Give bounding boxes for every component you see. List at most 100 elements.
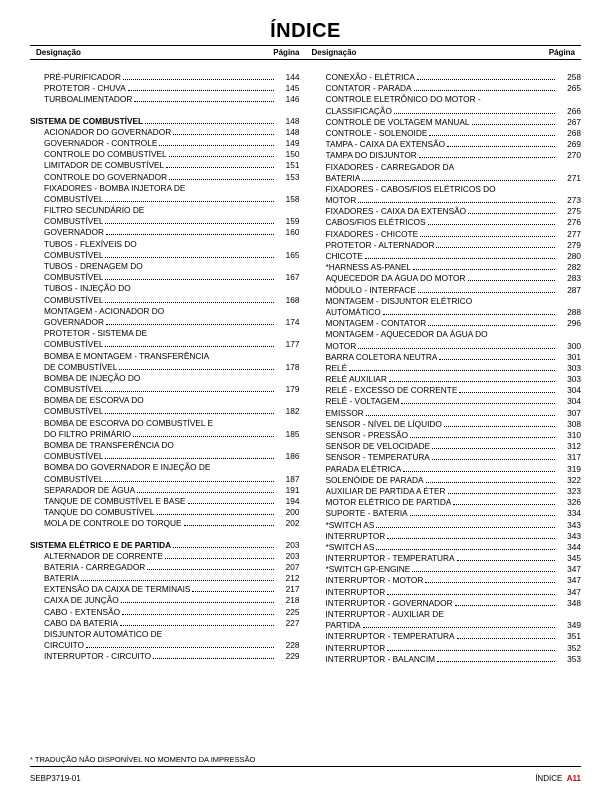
dot-leader: [105, 252, 273, 258]
toc-label: BOMBA DE TRANSFERÊNCIA DO: [44, 440, 174, 451]
mid-rule: [30, 59, 581, 60]
dot-leader: [457, 633, 555, 639]
footer-left: SEBP3719-01: [30, 774, 81, 783]
toc-page: 150: [276, 149, 300, 160]
toc-label: CHICOTE: [326, 251, 363, 262]
toc-page: 186: [276, 451, 300, 462]
toc-label: MONTAGEM - ACIONADOR DO: [44, 306, 164, 317]
toc-entry: MOTOR 300: [312, 341, 582, 352]
toc-entry: BOMBA DE ESCORVA DO COMBUSTÍVEL E: [30, 418, 300, 429]
toc-entry: FIXADORES - CARREGADOR DA: [312, 162, 582, 173]
toc-entry: INTERRUPTOR - TEMPERATURA351: [312, 631, 582, 642]
toc-entry: TANQUE DO COMBUSTÍVEL200: [30, 507, 300, 518]
dot-leader: [184, 520, 274, 526]
toc-label: ACIONADOR DO GOVERNADOR: [44, 127, 171, 138]
dot-leader: [429, 130, 555, 136]
toc-page: 145: [276, 83, 300, 94]
toc-entry: BATERIA271: [312, 173, 582, 184]
toc-label: FILTRO SECUNDÁRIO DE: [44, 205, 144, 216]
toc-label: COMBUSTÍVEL: [44, 295, 103, 306]
toc-label: PROTETOR - SISTEMA DE: [44, 328, 147, 339]
toc-label: COMBUSTÍVEL: [44, 216, 103, 227]
dot-leader: [439, 354, 555, 360]
toc-label: FIXADORES - CARREGADOR DA: [326, 162, 455, 173]
toc-page: 300: [557, 341, 581, 352]
toc-page: 202: [276, 518, 300, 529]
toc-page: 266: [557, 106, 581, 117]
toc-entry: RELÉ AUXILIAR303: [312, 374, 582, 385]
toc-entry: EMISSOR307: [312, 408, 582, 419]
toc-page: 352: [557, 643, 581, 654]
toc-label: TUBOS - FLEXÍVEIS DO: [44, 239, 137, 250]
toc-entry: CAIXA DE JUNÇÃO218: [30, 595, 300, 606]
header-page-right: Página: [549, 48, 575, 57]
toc-page: 287: [557, 285, 581, 296]
toc-entry: BOMBA DE INJEÇÃO DO: [30, 373, 300, 384]
toc-entry: TAMPA - CAIXA DA EXTENSÃO269: [312, 139, 582, 150]
dot-leader: [123, 74, 274, 80]
toc-page: 347: [557, 587, 581, 598]
dot-leader: [419, 152, 555, 158]
dot-leader: [192, 586, 273, 592]
toc-page: 319: [557, 464, 581, 475]
toc-page: 276: [557, 217, 581, 228]
toc-page: 307: [557, 408, 581, 419]
toc-label: BOMBA DE INJEÇÃO DO: [44, 373, 140, 384]
toc-entry: COMBUSTÍVEL158: [30, 194, 300, 205]
toc-entry: INTERRUPTOR - GOVERNADOR348: [312, 598, 582, 609]
toc-page: 282: [557, 262, 581, 273]
dot-leader: [413, 264, 555, 270]
toc-page: 304: [557, 385, 581, 396]
dot-leader: [157, 509, 274, 515]
dot-leader: [410, 510, 555, 516]
toc-page: 344: [557, 542, 581, 553]
toc-page: 227: [276, 618, 300, 629]
dot-leader: [106, 229, 274, 235]
toc-page: 148: [276, 116, 300, 127]
dot-leader: [122, 609, 273, 615]
toc-entry: GOVERNADOR - CONTROLE149: [30, 138, 300, 149]
dot-leader: [444, 421, 555, 427]
dot-leader: [437, 656, 555, 662]
toc-label: MOTOR: [326, 341, 357, 352]
toc-entry: DO FILTRO PRIMÁRIO185: [30, 429, 300, 440]
toc-page: 275: [557, 206, 581, 217]
toc-label: BARRA COLETORA NEUTRA: [326, 352, 438, 363]
toc-entry: ACIONADOR DO GOVERNADOR148: [30, 127, 300, 138]
toc-entry: *SWITCH AS344: [312, 542, 582, 553]
toc-entry: MONTAGEM - AQUECEDOR DA ÁGUA DO: [312, 329, 582, 340]
toc-entry: CONTROLE - SOLENOIDE268: [312, 128, 582, 139]
toc-page: 279: [557, 240, 581, 251]
toc-label: CLASSIFICAÇÃO: [326, 106, 392, 117]
toc-entry: PARTIDA349: [312, 620, 582, 631]
toc-entry: INTERRUPTOR352: [312, 643, 582, 654]
toc-entry: TUBOS - INJEÇÃO DO: [30, 283, 300, 294]
toc-label: FIXADORES - BOMBA INJETORA DE: [44, 183, 185, 194]
toc-label: MOTOR: [326, 195, 357, 206]
blank-row: [312, 62, 582, 72]
toc-entry: CLASSIFICAÇÃO 266: [312, 106, 582, 117]
toc-label: MONTAGEM - CONTATOR: [326, 318, 427, 329]
toc-label: TAMPA - CAIXA DA EXTENSÃO: [326, 139, 446, 150]
toc-entry: COMBUSTÍVEL177: [30, 339, 300, 350]
toc-entry: CONTROLE DO COMBUSTÍVEL150: [30, 149, 300, 160]
dot-leader: [428, 320, 555, 326]
dot-leader: [448, 488, 555, 494]
toc-label: GOVERNADOR: [44, 227, 104, 238]
toc-page: 212: [276, 573, 300, 584]
toc-label: INTERRUPTOR: [326, 587, 386, 598]
toc-page: 308: [557, 419, 581, 430]
toc-page: 203: [276, 551, 300, 562]
toc-label: TURBOALIMENTADOR: [44, 94, 132, 105]
toc-page: 353: [557, 654, 581, 665]
toc-page: 200: [276, 507, 300, 518]
toc-page: 348: [557, 598, 581, 609]
footer-right-label: ÍNDICE: [535, 774, 562, 783]
toc-label: CONEXÃO - ELÉTRICA: [326, 72, 415, 83]
toc-entry: MONTAGEM - ACIONADOR DO: [30, 306, 300, 317]
toc-label: CONTATOR - PARADA: [326, 83, 412, 94]
toc-label: CABO DA BATERIA: [44, 618, 118, 629]
toc-entry: SEPARADOR DE ÁGUA191: [30, 485, 300, 496]
toc-label: MÓDULO - INTERFACE: [326, 285, 416, 296]
toc-page: 312: [557, 441, 581, 452]
